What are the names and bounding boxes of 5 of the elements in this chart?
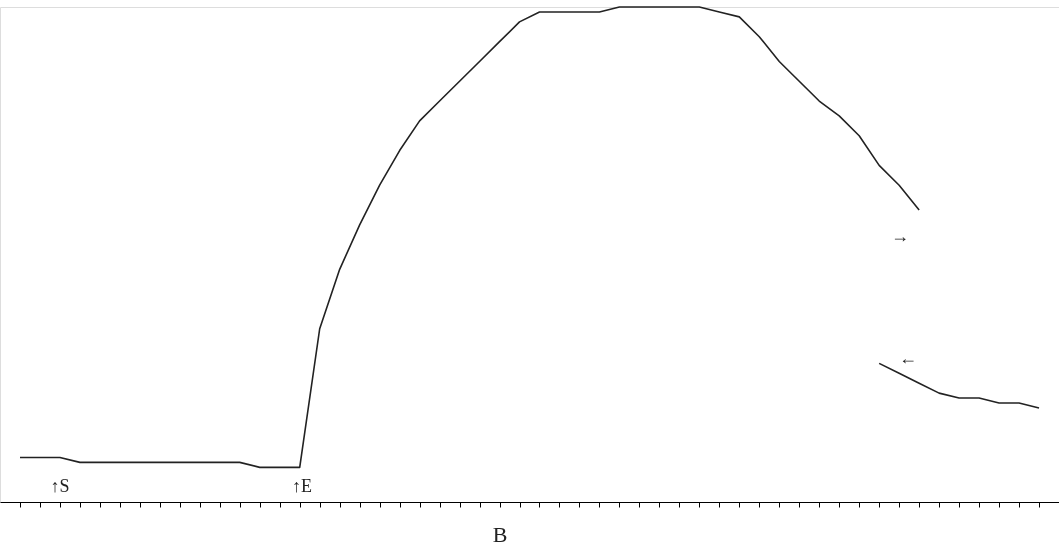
annotation: ← <box>899 348 917 368</box>
x-axis-title: B <box>492 522 508 547</box>
annotation: ↑S <box>50 476 70 496</box>
annotation: → <box>891 226 909 246</box>
annotation: ↑E <box>292 476 312 496</box>
